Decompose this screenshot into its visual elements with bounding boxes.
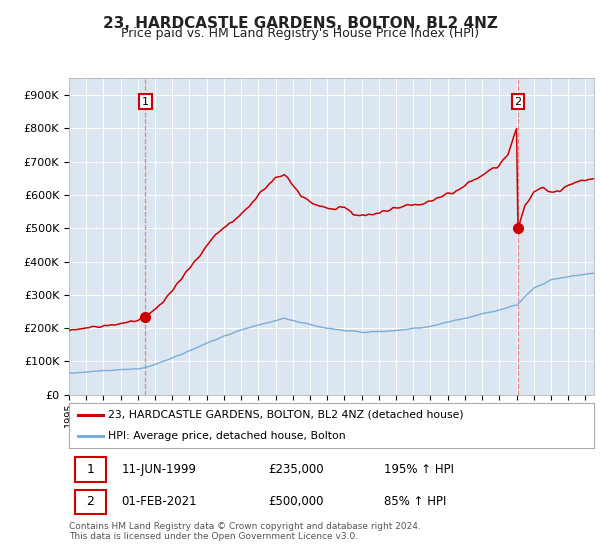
Text: 23, HARDCASTLE GARDENS, BOLTON, BL2 4NZ: 23, HARDCASTLE GARDENS, BOLTON, BL2 4NZ: [103, 16, 497, 31]
Text: 2: 2: [86, 496, 94, 508]
Text: 01-FEB-2021: 01-FEB-2021: [121, 496, 197, 508]
Text: 2: 2: [514, 97, 521, 107]
FancyBboxPatch shape: [76, 458, 106, 482]
Text: 1: 1: [86, 463, 94, 476]
Text: 85% ↑ HPI: 85% ↑ HPI: [384, 496, 446, 508]
Text: 11-JUN-1999: 11-JUN-1999: [121, 463, 197, 476]
Text: £235,000: £235,000: [269, 463, 324, 476]
Text: 1: 1: [142, 97, 149, 107]
Text: HPI: Average price, detached house, Bolton: HPI: Average price, detached house, Bolt…: [109, 431, 346, 441]
Text: Price paid vs. HM Land Registry's House Price Index (HPI): Price paid vs. HM Land Registry's House …: [121, 27, 479, 40]
Text: £500,000: £500,000: [269, 496, 324, 508]
Text: Contains HM Land Registry data © Crown copyright and database right 2024.
This d: Contains HM Land Registry data © Crown c…: [69, 522, 421, 542]
Text: 195% ↑ HPI: 195% ↑ HPI: [384, 463, 454, 476]
Text: 23, HARDCASTLE GARDENS, BOLTON, BL2 4NZ (detached house): 23, HARDCASTLE GARDENS, BOLTON, BL2 4NZ …: [109, 410, 464, 420]
FancyBboxPatch shape: [76, 489, 106, 514]
